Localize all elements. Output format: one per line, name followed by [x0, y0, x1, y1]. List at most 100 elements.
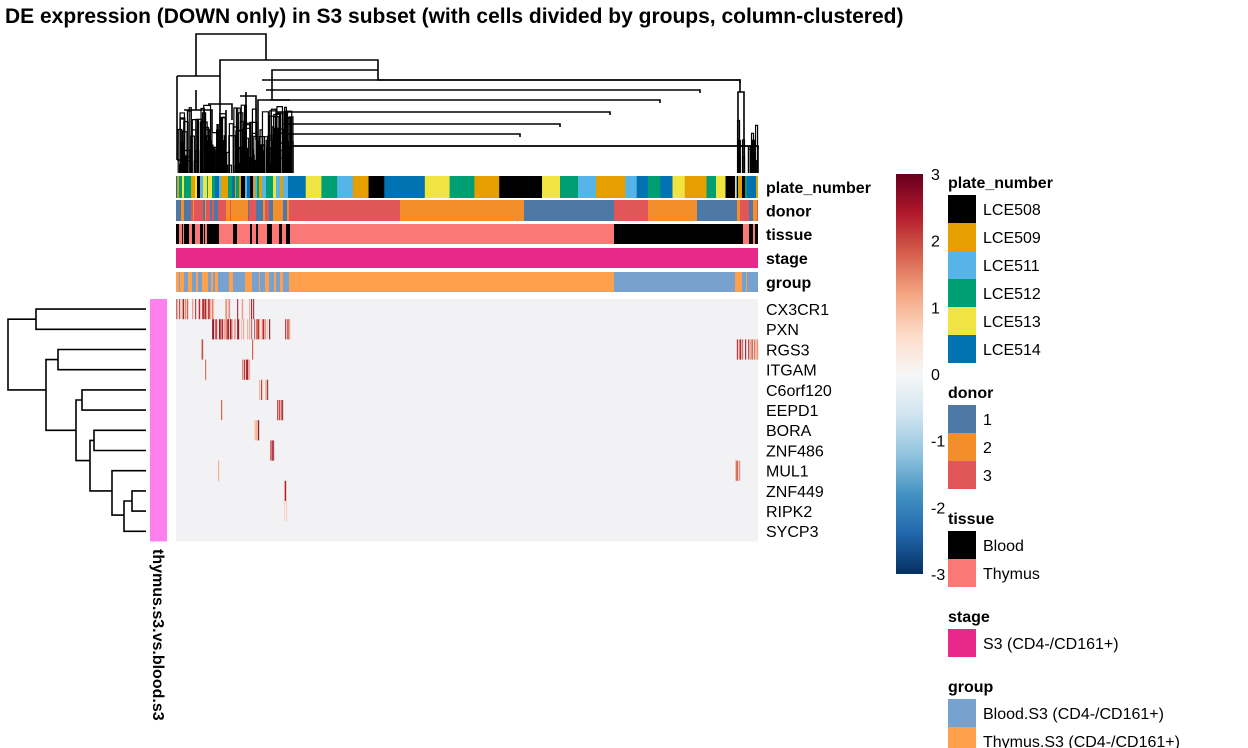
annotation-cell	[283, 176, 286, 198]
annotation-cell	[207, 224, 210, 244]
dendrogram-branch	[57, 348, 146, 371]
annotation-cell	[750, 272, 753, 292]
annotation-cell	[286, 176, 288, 198]
heatmap-row-c6orf120	[259, 379, 269, 400]
annotation-cell	[273, 200, 276, 221]
heatmap-cell	[269, 319, 271, 340]
heatmap-row-mul1	[218, 460, 741, 481]
heatmap-row-bora	[254, 420, 260, 441]
legend-title: tissue	[948, 511, 994, 528]
heatmap-cell	[258, 319, 260, 340]
heatmap-cell	[227, 319, 229, 340]
dendrogram-branch	[748, 148, 752, 173]
legend-swatch	[948, 195, 976, 223]
annotation-cell	[276, 272, 277, 292]
heatmap-cell	[237, 299, 239, 320]
legend-swatch	[948, 433, 976, 461]
heatmap-cell	[179, 299, 181, 320]
legend-swatch	[948, 251, 976, 279]
heatmap-cell	[253, 299, 255, 320]
annotation-cell	[253, 176, 255, 198]
annotation-cell	[735, 272, 739, 292]
annotation-cell	[183, 224, 184, 244]
annotation-legends: plate_number LCE508 LCE509 LCE511 LCE512 LCE5…	[948, 175, 1180, 748]
heatmap-cell	[255, 420, 257, 441]
gene-label-ripk2: RIPK2	[766, 504, 812, 521]
heatmap-cell	[288, 319, 290, 340]
row-group-annotation: thymus.s3.vs.blood.s3	[149, 299, 167, 721]
annotation-cell	[276, 224, 279, 244]
annotation-cell	[231, 200, 235, 221]
heatmap-cell	[232, 319, 234, 340]
gene-label-sycp3: SYCP3	[766, 524, 819, 541]
annotation-cell	[742, 176, 745, 198]
dendrogram-branch	[262, 79, 741, 83]
annotation-cell	[289, 200, 290, 221]
annotation-cell	[260, 224, 263, 244]
annotation-cell	[752, 176, 756, 198]
annotation-cell	[739, 272, 742, 292]
row-group-bar	[150, 299, 167, 542]
annotation-cell	[215, 176, 219, 198]
annotation-cell	[249, 200, 253, 221]
dendrogram-branch	[289, 146, 759, 173]
annotation-cell	[176, 248, 758, 268]
row-dendrogram	[7, 308, 146, 533]
annotation-cell	[203, 224, 204, 244]
heatmap-cell	[228, 319, 230, 340]
annotation-cell	[283, 200, 287, 221]
heatmap-cell	[270, 440, 272, 461]
heatmap-cell	[203, 299, 205, 320]
annotation-cell	[177, 176, 179, 198]
heatmap-cell	[187, 299, 189, 320]
annotation-cell	[424, 176, 451, 198]
heatmap-row-eepd1	[221, 400, 284, 421]
annotation-cell	[755, 224, 756, 244]
legend-plate-number: plate_number LCE508 LCE509 LCE511 LCE512 LCE5…	[948, 175, 1053, 363]
annotation-cell	[757, 200, 758, 221]
heatmap-cell	[748, 339, 750, 360]
dendrogram-branch	[216, 129, 220, 173]
heatmap-cell	[209, 299, 211, 320]
annotation-cell	[265, 272, 269, 292]
heatmap-cell	[287, 319, 289, 340]
annotation-cell	[218, 200, 222, 221]
dendrogram-branch	[193, 160, 199, 173]
heatmap-cell	[737, 460, 739, 481]
dendrogram-branch	[288, 116, 294, 173]
heatmap-cell	[280, 400, 282, 421]
heatmap-cell	[206, 299, 208, 320]
heatmap-cell	[226, 299, 228, 320]
annotation-cell	[749, 224, 753, 244]
annotation-cell	[596, 176, 615, 198]
heatmap-cell	[740, 339, 742, 360]
annotation-cell	[648, 176, 661, 198]
heatmap-cell	[285, 319, 287, 340]
annotation-cell	[236, 200, 240, 221]
annotation-cell	[179, 224, 182, 244]
annotation-label-tissue: tissue	[766, 227, 812, 244]
annotation-cell	[260, 272, 264, 292]
heatmap-cell	[202, 339, 204, 360]
heatmap-cell	[228, 299, 230, 320]
dendrogram-branch	[131, 490, 146, 512]
annotation-cell	[749, 200, 753, 221]
annotation-cell	[263, 224, 267, 244]
annotation-cell	[368, 176, 385, 198]
annotation-cell	[756, 272, 758, 292]
annotation-cell	[212, 272, 213, 292]
annotation-cell	[176, 200, 177, 221]
annotation-cell	[290, 272, 401, 292]
annotation-cell	[204, 224, 205, 244]
heatmap-row-ripk2	[284, 501, 288, 522]
dendrogram-branch	[7, 318, 46, 391]
heatmap-cell	[213, 299, 215, 320]
row-group-label: thymus.s3.vs.blood.s3	[149, 549, 166, 721]
annotation-cell	[742, 272, 746, 292]
legend-swatch	[948, 629, 976, 657]
annotation-cell	[205, 200, 206, 221]
heatmap-cell	[212, 319, 214, 340]
annotation-cell	[672, 176, 686, 198]
annotation-cell	[738, 224, 740, 244]
legend-item-label: 1	[983, 412, 992, 429]
